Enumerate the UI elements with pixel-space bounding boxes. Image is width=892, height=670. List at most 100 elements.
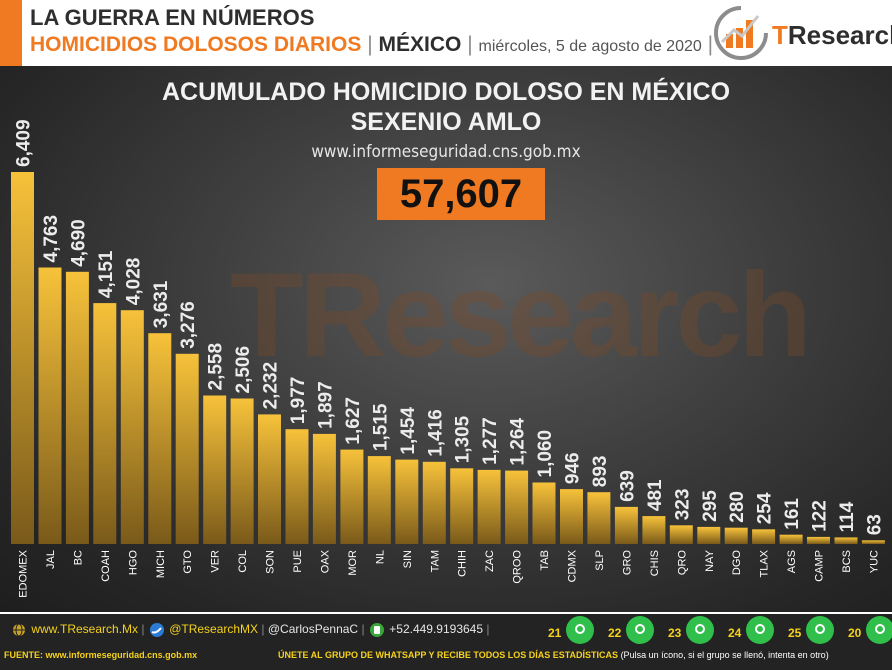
category-label: COL (237, 550, 249, 573)
category-label: QRO (676, 550, 688, 576)
bar-chart: 6,409 EDOMEX 4,763 JAL 4,690 BC 4,151 COAH 4,028… (11, 119, 885, 598)
whatsapp-group-number: 24 (728, 626, 742, 640)
logo-text-t: T (772, 20, 788, 50)
category-label: PUE (292, 550, 304, 573)
header-country: MÉXICO (378, 33, 462, 56)
category-label: MOR (347, 550, 359, 576)
bar-bcs (834, 537, 858, 544)
bar-dgo (724, 527, 748, 544)
category-label: TLAX (759, 549, 771, 577)
value-label: 4,690 (68, 219, 89, 267)
value-label: 639 (617, 470, 638, 502)
bar-tab (532, 482, 556, 544)
whatsapp-group-number: 25 (788, 626, 802, 640)
bar-nay (697, 526, 721, 544)
value-label: 1,277 (480, 417, 501, 465)
whatsapp-icon (566, 616, 594, 644)
category-label: SIN (402, 550, 414, 568)
footer-handle[interactable]: @CarlosPennaC (267, 622, 359, 636)
category-label: JAL (45, 550, 57, 569)
whatsapp-group-button[interactable]: 22 (608, 616, 664, 646)
value-label: 481 (645, 479, 666, 511)
value-label: 1,264 (508, 418, 529, 466)
category-label: BCS (841, 550, 853, 573)
bar-edomex (11, 172, 34, 544)
value-label: 2,232 (261, 362, 282, 410)
bar-mor (340, 449, 364, 544)
category-label: MICH (155, 550, 167, 578)
value-label: 6,409 (14, 119, 35, 167)
value-label: 3,631 (151, 280, 172, 328)
twitter-icon (149, 622, 164, 637)
category-label: AGS (786, 550, 798, 573)
category-label: VER (210, 550, 222, 573)
value-label: 1,416 (425, 409, 446, 457)
value-label: 1,897 (315, 381, 336, 429)
bar-hgo (120, 310, 144, 544)
bar-pue (285, 429, 309, 544)
value-label: 3,276 (178, 301, 199, 349)
whatsapp-group-button[interactable]: 20 (848, 616, 892, 646)
value-label: 946 (563, 452, 584, 484)
chart-title: ACUMULADO HOMICIDIO DOLOSO EN MÉXICO (161, 78, 731, 106)
bar-camp (807, 536, 830, 544)
value-label: 1,305 (453, 415, 474, 463)
value-label: 893 (590, 455, 611, 487)
logo-text-rest: Research (787, 20, 892, 50)
whatsapp-icon (626, 616, 654, 644)
whatsapp-group-button[interactable]: 25 (788, 616, 844, 646)
bar-son (258, 414, 281, 544)
bar-zac (477, 469, 501, 544)
value-label: 63 (864, 514, 885, 535)
globe-icon (13, 623, 25, 637)
bar-cdmx (560, 489, 583, 544)
whatsapp-group-button[interactable]: 24 (728, 616, 784, 646)
header-subtitle: HOMICIDIOS DOLOSOS DIARIOS | MÉXICO | mi… (30, 33, 713, 57)
whatsapp-group-number: 20 (848, 626, 862, 640)
bar-coah (93, 303, 117, 544)
category-label: GRO (621, 550, 633, 576)
category-label: SON (265, 550, 277, 574)
bar-gto (175, 353, 199, 544)
footer-join: ÚNETE AL GRUPO DE WHATSAPP Y RECIBE TODO… (278, 650, 829, 660)
footer-website[interactable]: www.TResearch.Mx (31, 622, 139, 636)
bar-mich (148, 333, 172, 544)
bar-col (230, 398, 254, 544)
value-label: 1,060 (535, 430, 556, 478)
whatsapp-group-number: 21 (548, 626, 562, 640)
tresearch-logo[interactable]: TResearch (712, 4, 892, 62)
bar-yuc (861, 540, 885, 544)
category-label: OAX (319, 549, 331, 573)
value-label: 2,558 (206, 343, 227, 391)
category-label: EDOMEX (18, 549, 30, 597)
category-label: TAM (429, 550, 441, 572)
bar-ags (779, 534, 803, 544)
footer-phone[interactable]: +52.449.9193645 (389, 622, 484, 636)
chart-source: www.informeseguridad.cns.gob.mx (311, 142, 581, 162)
value-label: 323 (672, 489, 693, 521)
bar-chis (642, 516, 666, 544)
category-label: BC (72, 550, 84, 565)
category-label: ZAC (484, 550, 496, 572)
whatsapp-group-button[interactable]: 23 (668, 616, 724, 646)
value-label: 2,506 (233, 346, 254, 394)
value-label: 1,977 (288, 377, 309, 425)
category-label: CDMX (567, 549, 579, 582)
logo-bars-icon (714, 6, 768, 60)
whatsapp-icon (866, 616, 892, 644)
footer-separator: | (141, 622, 145, 636)
value-label: 161 (782, 498, 803, 530)
whatsapp-group-number: 22 (608, 626, 622, 640)
whatsapp-group-button[interactable]: 21 (548, 616, 604, 646)
category-label: HGO (127, 550, 139, 576)
footer-join-text: ÚNETE AL GRUPO DE WHATSAPP Y RECIBE TODO… (278, 650, 619, 660)
bar-qroo (505, 470, 529, 544)
footer-separator: | (261, 622, 265, 636)
category-label: TAB (539, 550, 551, 571)
whatsapp-group-number: 23 (668, 626, 682, 640)
footer-twitter[interactable]: @TResearchMX (169, 622, 259, 636)
category-label: YUC (868, 550, 880, 573)
category-label: QROO (512, 550, 524, 584)
category-label: DGO (731, 550, 743, 576)
header-accent-stripe (0, 0, 22, 66)
